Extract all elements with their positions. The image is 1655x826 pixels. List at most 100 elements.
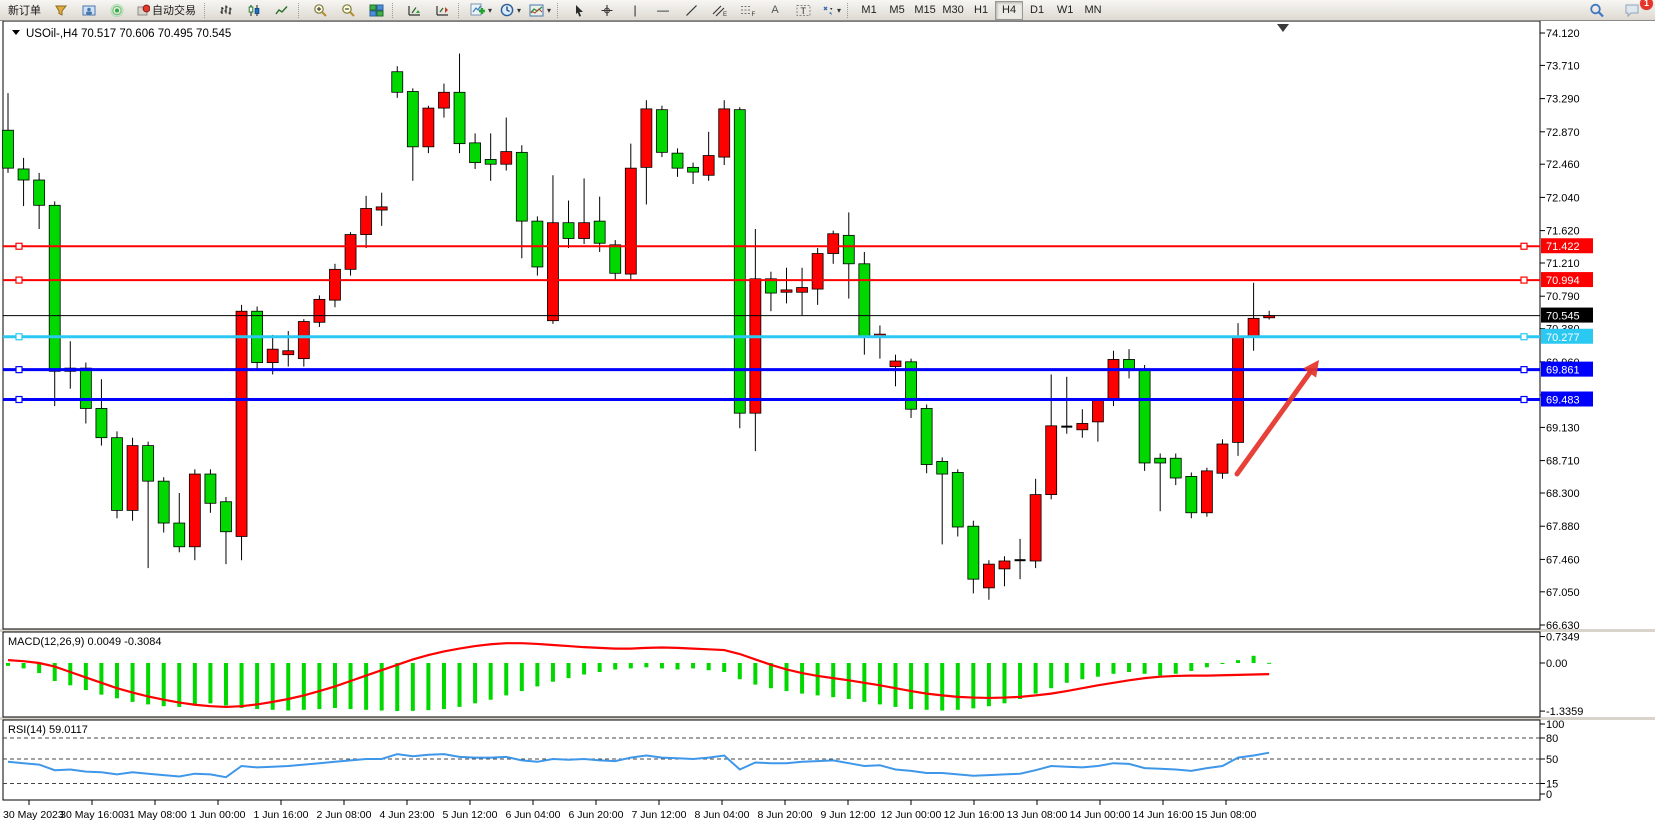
auto-trading-button[interactable]: 自动交易 xyxy=(131,1,202,19)
zoom-out-icon[interactable] xyxy=(334,0,362,20)
signal-icon[interactable] xyxy=(103,0,131,20)
arrows-icon[interactable]: ▾ xyxy=(817,0,845,20)
svg-text:30 May 16:00: 30 May 16:00 xyxy=(60,809,124,821)
svg-text:E: E xyxy=(723,12,727,17)
svg-text:14 Jun 00:00: 14 Jun 00:00 xyxy=(1070,809,1131,821)
horizontal-line-icon[interactable]: — xyxy=(657,3,670,17)
chat-button[interactable]: 1 xyxy=(1619,0,1653,20)
svg-text:71.620: 71.620 xyxy=(1546,226,1580,238)
svg-text:15 Jun 08:00: 15 Jun 08:00 xyxy=(1196,809,1257,821)
svg-text:4 Jun 23:00: 4 Jun 23:00 xyxy=(380,809,435,821)
svg-text:68.710: 68.710 xyxy=(1546,456,1580,468)
zoom-in-icon[interactable] xyxy=(306,0,334,20)
symbol-dropdown-icon xyxy=(12,30,20,35)
svg-text:74.120: 74.120 xyxy=(1546,28,1580,40)
search-icon[interactable] xyxy=(1583,0,1611,20)
toolbar-separator xyxy=(204,2,209,18)
crosshair-icon[interactable] xyxy=(593,0,621,20)
timeframe-M15[interactable]: M15 xyxy=(914,4,936,16)
bar-chart-icon[interactable] xyxy=(212,0,240,20)
timeframe-toolbar: M1 M5 M15 M30 H1 H4 D1 W1 MN xyxy=(855,0,1107,20)
svg-text:69.483: 69.483 xyxy=(1546,395,1580,407)
timeframe-M30[interactable]: M30 xyxy=(942,4,964,16)
timeframe-M5[interactable]: M5 xyxy=(889,4,905,16)
candlestick-chart-icon[interactable] xyxy=(240,0,268,20)
tile-windows-icon[interactable] xyxy=(362,0,390,20)
timeframe-MN[interactable]: MN xyxy=(1084,4,1102,16)
svg-text:F: F xyxy=(751,12,755,17)
svg-text:73.710: 73.710 xyxy=(1546,60,1580,72)
chart-shift-marker xyxy=(1277,24,1289,32)
trend-arrow-annotation xyxy=(1234,360,1319,477)
svg-text:0.7349: 0.7349 xyxy=(1546,632,1580,644)
svg-text:71.422: 71.422 xyxy=(1546,241,1580,253)
svg-text:70.545: 70.545 xyxy=(1546,311,1580,323)
svg-text:8 Jun 20:00: 8 Jun 20:00 xyxy=(758,809,813,821)
svg-text:30 May 2023: 30 May 2023 xyxy=(3,809,64,821)
svg-text:6 Jun 20:00: 6 Jun 20:00 xyxy=(569,809,624,821)
trend-line-icon[interactable] xyxy=(677,0,705,20)
toolbar-separator xyxy=(557,2,562,18)
chart-canvas[interactable]: 0.7349 0.00 -1.3359 MACD(12,26,9) 0.0049 -0… xyxy=(0,21,1655,826)
svg-text:50: 50 xyxy=(1546,754,1558,766)
svg-text:73.290: 73.290 xyxy=(1546,94,1580,106)
chevron-down-icon: ▾ xyxy=(488,5,493,15)
rsi-line xyxy=(7,751,1270,779)
svg-text:6 Jun 04:00: 6 Jun 04:00 xyxy=(506,809,561,821)
svg-text:-1.3359: -1.3359 xyxy=(1546,706,1583,718)
svg-text:68.300: 68.300 xyxy=(1546,488,1580,500)
chart-shift-icon[interactable] xyxy=(428,0,456,20)
toolbar-separator xyxy=(458,2,463,18)
svg-text:71.210: 71.210 xyxy=(1546,258,1580,270)
svg-text:USOil-,H4 70.517 70.606 70.49: USOil-,H4 70.517 70.606 70.495 70.545 xyxy=(26,28,231,40)
new-order-button[interactable]: 新订单 xyxy=(2,1,47,19)
toolbar-separator xyxy=(392,2,397,18)
toolbar-separator xyxy=(298,2,303,18)
svg-text:70.790: 70.790 xyxy=(1546,291,1580,303)
rsi-panel: 100 80 50 150 RSI(14) 59.0117 xyxy=(2,719,1564,801)
period-selector-button[interactable]: ▾ xyxy=(496,0,525,20)
svg-text:67.880: 67.880 xyxy=(1546,521,1580,533)
svg-text:7 Jun 12:00: 7 Jun 12:00 xyxy=(632,809,687,821)
svg-text:1 Jun 00:00: 1 Jun 00:00 xyxy=(191,809,246,821)
timeframe-M1[interactable]: M1 xyxy=(861,4,877,16)
terminal-icon[interactable] xyxy=(75,0,103,20)
svg-text:80: 80 xyxy=(1546,733,1558,745)
chevron-down-icon: ▾ xyxy=(517,5,522,15)
text-icon[interactable]: A xyxy=(771,4,779,16)
svg-text:13 Jun 08:00: 13 Jun 08:00 xyxy=(1007,809,1068,821)
svg-text:8 Jun 04:00: 8 Jun 04:00 xyxy=(695,809,750,821)
main-price-panel xyxy=(2,21,1541,630)
add-indicator-button[interactable]: ▾ xyxy=(466,0,496,20)
rsi-label: RSI(14) 59.0117 xyxy=(8,724,88,736)
funnel-icon[interactable] xyxy=(47,0,75,20)
chevron-down-icon: ▾ xyxy=(837,5,842,15)
svg-text:31 May 08:00: 31 May 08:00 xyxy=(123,809,187,821)
svg-text:12 Jun 00:00: 12 Jun 00:00 xyxy=(881,809,942,821)
fibonacci-icon[interactable]: F xyxy=(733,0,761,20)
timeframe-D1[interactable]: D1 xyxy=(1030,4,1045,16)
horizontal-price-lines xyxy=(3,242,1540,404)
chevron-down-icon: ▾ xyxy=(547,5,552,15)
svg-text:1 Jun 16:00: 1 Jun 16:00 xyxy=(254,809,309,821)
macd-label: MACD(12,26,9) 0.0049 -0.3084 xyxy=(8,636,161,648)
auto-trading-icon xyxy=(137,4,150,15)
chat-bubble-icon xyxy=(1625,4,1639,17)
cursor-icon[interactable] xyxy=(565,0,593,20)
toolbar-separator xyxy=(847,2,852,18)
svg-text:9 Jun 12:00: 9 Jun 12:00 xyxy=(821,809,876,821)
chart-template-button[interactable]: ▾ xyxy=(525,0,555,20)
timeframe-H4[interactable]: H4 xyxy=(995,0,1024,20)
svg-text:T: T xyxy=(800,6,806,16)
auto-scroll-icon[interactable] xyxy=(400,0,428,20)
equidistant-channel-icon[interactable]: E xyxy=(705,0,733,20)
timeframe-W1[interactable]: W1 xyxy=(1056,4,1074,16)
toolbar-right-group: 1 xyxy=(1583,0,1653,20)
text-label-icon[interactable]: T xyxy=(789,0,817,20)
svg-text:67.050: 67.050 xyxy=(1546,587,1580,599)
line-chart-icon[interactable] xyxy=(268,0,296,20)
vertical-line-icon[interactable]: | xyxy=(633,3,637,17)
timeframe-H1[interactable]: H1 xyxy=(974,4,989,16)
